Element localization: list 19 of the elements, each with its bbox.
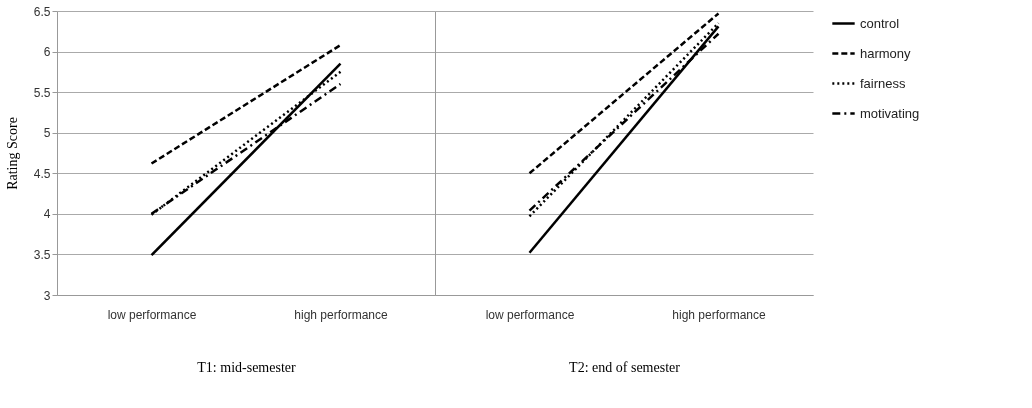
legend-label: control <box>860 15 900 31</box>
legend-label: harmony <box>860 45 912 61</box>
legend-label: fairness <box>860 75 907 91</box>
y-axis-title: Rating Score <box>4 117 20 190</box>
y-tick-label: 3 <box>43 288 51 303</box>
y-tick-label: 6.5 <box>33 4 51 19</box>
x-axis-title: T1: mid-semester <box>197 359 297 375</box>
y-tick-label: 3.5 <box>33 247 51 262</box>
y-tick-label: 5.5 <box>33 85 51 100</box>
x-tick-label: high performance <box>294 307 389 322</box>
x-axis-title: T2: end of semester <box>569 359 681 375</box>
x-tick-label: low performance <box>485 307 575 322</box>
y-tick-label: 6 <box>43 45 51 60</box>
x-tick-label: high performance <box>672 307 767 322</box>
legend-label: motivating <box>860 105 920 121</box>
y-tick-label: 4 <box>43 207 51 222</box>
y-tick-label: 5 <box>43 126 51 141</box>
x-tick-label: low performance <box>107 307 197 322</box>
y-tick-label: 4.5 <box>33 166 51 181</box>
